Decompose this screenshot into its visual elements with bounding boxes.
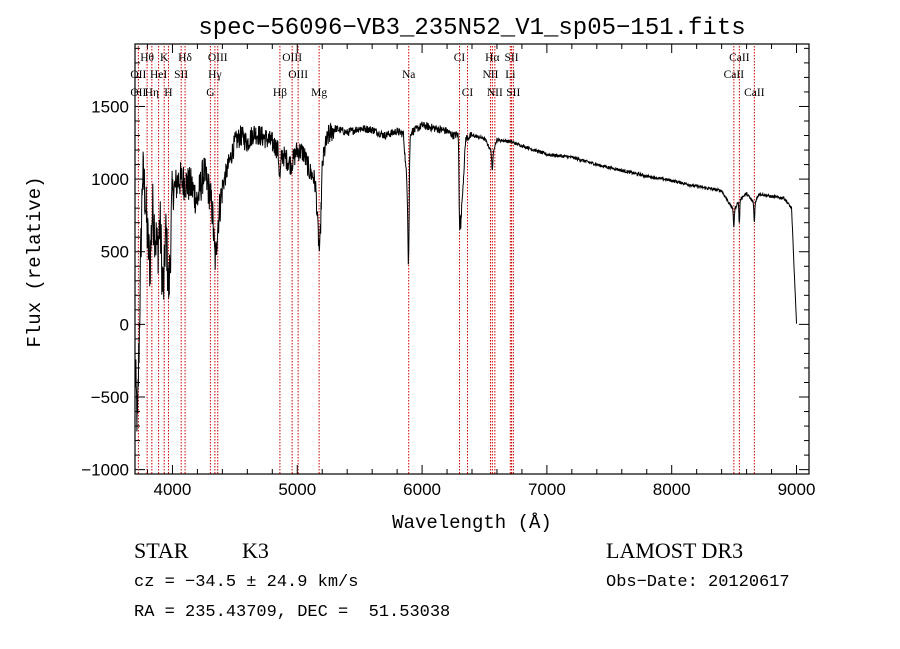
spectral-line-label: HeI bbox=[150, 69, 167, 81]
spectral-line-label: Na bbox=[402, 69, 415, 81]
spectral-line-label: CaII bbox=[744, 87, 765, 99]
object-class: STAR bbox=[134, 538, 189, 563]
y-tick-label: 1500 bbox=[91, 97, 129, 116]
spectral-line-label: CaII bbox=[724, 69, 745, 81]
spectral-line-label: Hβ bbox=[273, 87, 287, 99]
chart-title: spec−56096−VB3_235N52_V1_sp05−151.fits bbox=[198, 15, 745, 42]
spectral-line-label: Hη bbox=[145, 87, 159, 99]
spectrum-series-line bbox=[134, 121, 797, 432]
spectral-line-label: SII bbox=[174, 69, 188, 81]
y-tick-label: 500 bbox=[101, 243, 129, 262]
spectral-line-label: CI bbox=[454, 52, 466, 64]
x-tick-label: 7000 bbox=[528, 480, 566, 499]
observation-date: Obs−Date: 20120617 bbox=[606, 573, 790, 592]
plot-frame bbox=[134, 43, 810, 475]
x-tick-label: 5000 bbox=[278, 480, 316, 499]
x-tick-label: 9000 bbox=[778, 480, 816, 499]
x-axis-label: Wavelength (Å) bbox=[392, 512, 552, 534]
spectral-line-label: OIII bbox=[288, 69, 308, 81]
x-tick-label: 8000 bbox=[653, 480, 691, 499]
subclass: K3 bbox=[242, 538, 269, 563]
x-tick-label: 6000 bbox=[403, 480, 441, 499]
survey-name: LAMOST DR3 bbox=[606, 538, 744, 563]
spectral-line-label: NII bbox=[482, 69, 498, 81]
spectral-line-label: CI bbox=[462, 87, 474, 99]
spectral-line-label: Hγ bbox=[208, 69, 221, 81]
spectral-line-label: CaII bbox=[729, 52, 750, 64]
x-tick-label: 4000 bbox=[154, 480, 192, 499]
spectral-line-label: Hδ bbox=[178, 52, 192, 64]
y-tick-label: 1000 bbox=[91, 170, 129, 189]
spectral-line-label: SII bbox=[506, 87, 520, 99]
y-tick-label: 0 bbox=[120, 315, 129, 334]
y-axis-label: Flux (relative) bbox=[24, 176, 46, 347]
redshift-cz: cz = −34.5 ± 24.9 km/s bbox=[134, 573, 359, 592]
spectral-line-label: K bbox=[160, 52, 169, 64]
spectral-line-label: SII bbox=[505, 52, 519, 64]
spectral-line-label: Hθ bbox=[140, 52, 154, 64]
spectral-line-label: OII bbox=[130, 69, 146, 81]
spectral-line-label: H bbox=[164, 87, 172, 99]
spectral-line-label: Mg bbox=[311, 87, 327, 99]
spectral-line-label: OIII bbox=[208, 52, 228, 64]
y-tick-label: −1000 bbox=[81, 461, 129, 480]
spectral-line-label: Hα bbox=[485, 52, 499, 64]
spectral-line-label: OIII bbox=[282, 52, 302, 64]
coordinates: RA = 235.43709, DEC = 51.53038 bbox=[134, 603, 451, 622]
spectral-line-label: OII bbox=[130, 87, 146, 99]
spectral-line-label: NII bbox=[487, 87, 503, 99]
y-tick-label: −500 bbox=[91, 388, 129, 407]
spectral-line-label: Li bbox=[505, 69, 515, 81]
spectral-line-label: G bbox=[206, 87, 214, 99]
